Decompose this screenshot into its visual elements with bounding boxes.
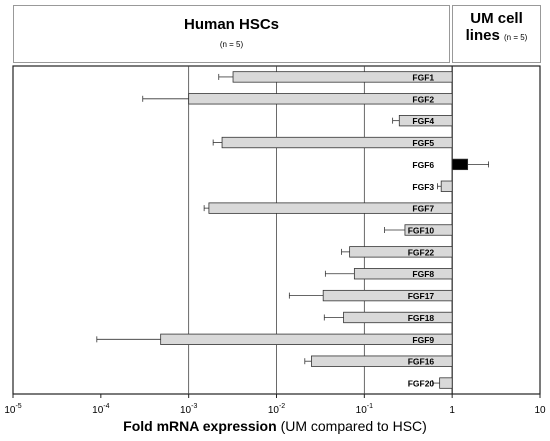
category-label-fgf22: FGF22	[408, 247, 435, 257]
x-tick-label: 10-3	[180, 403, 197, 416]
category-label-fgf10: FGF10	[408, 226, 435, 236]
bar-fgf6	[451, 158, 469, 171]
um-cell-lines-header: UM cell lines (n = 5)	[452, 5, 541, 63]
category-label-fgf17: FGF17	[408, 291, 435, 301]
x-axis-label-bold: Fold mRNA expression	[123, 418, 277, 434]
bar-fgf8	[353, 268, 453, 280]
x-axis-label: Fold mRNA expression (UM compared to HSC…	[0, 418, 550, 434]
human-hscs-n: (n = 5)	[219, 40, 244, 49]
category-label-fgf6: FGF6	[412, 160, 434, 170]
x-tick-label: 1	[449, 405, 455, 416]
bar-fgf9	[160, 333, 453, 345]
x-tick-label: 10-2	[268, 403, 285, 416]
category-label-fgf5: FGF5	[412, 138, 434, 148]
category-label-fgf9: FGF9	[412, 335, 434, 345]
um-cell-lines-n: (n = 5)	[504, 33, 528, 42]
x-axis-label-rest: (UM compared to HSC)	[280, 418, 427, 434]
x-tick-label: 10	[534, 405, 546, 416]
category-label-fgf20: FGF20	[408, 379, 435, 389]
um-cell-lines-title-line1: UM cell	[470, 10, 523, 27]
category-label-fgf8: FGF8	[412, 269, 434, 279]
x-tick-label: 10-1	[356, 403, 373, 416]
bar-fgf20	[439, 377, 453, 389]
human-hscs-header: Human HSCs (n = 5)	[13, 5, 450, 63]
category-label-fgf4: FGF4	[412, 116, 434, 126]
category-label-fgf2: FGF2	[412, 94, 434, 104]
bars-group: FGF1 FGF2 FGF4 FGF5 FGF6 FGF3 FGF7 FGF10 FGF22 FG…	[96, 71, 490, 389]
bar-fgf3	[440, 180, 453, 192]
x-tick-label: 10-5	[4, 403, 21, 416]
category-label-fgf3: FGF3	[412, 182, 434, 192]
human-hscs-title: Human HSCs	[183, 16, 280, 33]
x-axis: 10-5 10-4 10-3 10-2 10-1 1 10	[4, 394, 546, 416]
category-label-fgf18: FGF18	[408, 313, 435, 323]
bar-fgf18	[343, 311, 453, 324]
bar-fgf22	[349, 246, 453, 258]
category-label-fgf7: FGF7	[412, 204, 434, 214]
category-label-fgf16: FGF16	[408, 357, 435, 367]
x-tick-label: 10-4	[92, 403, 109, 416]
um-cell-lines-title-line2: lines	[465, 27, 500, 44]
category-label-fgf1: FGF1	[412, 72, 434, 82]
